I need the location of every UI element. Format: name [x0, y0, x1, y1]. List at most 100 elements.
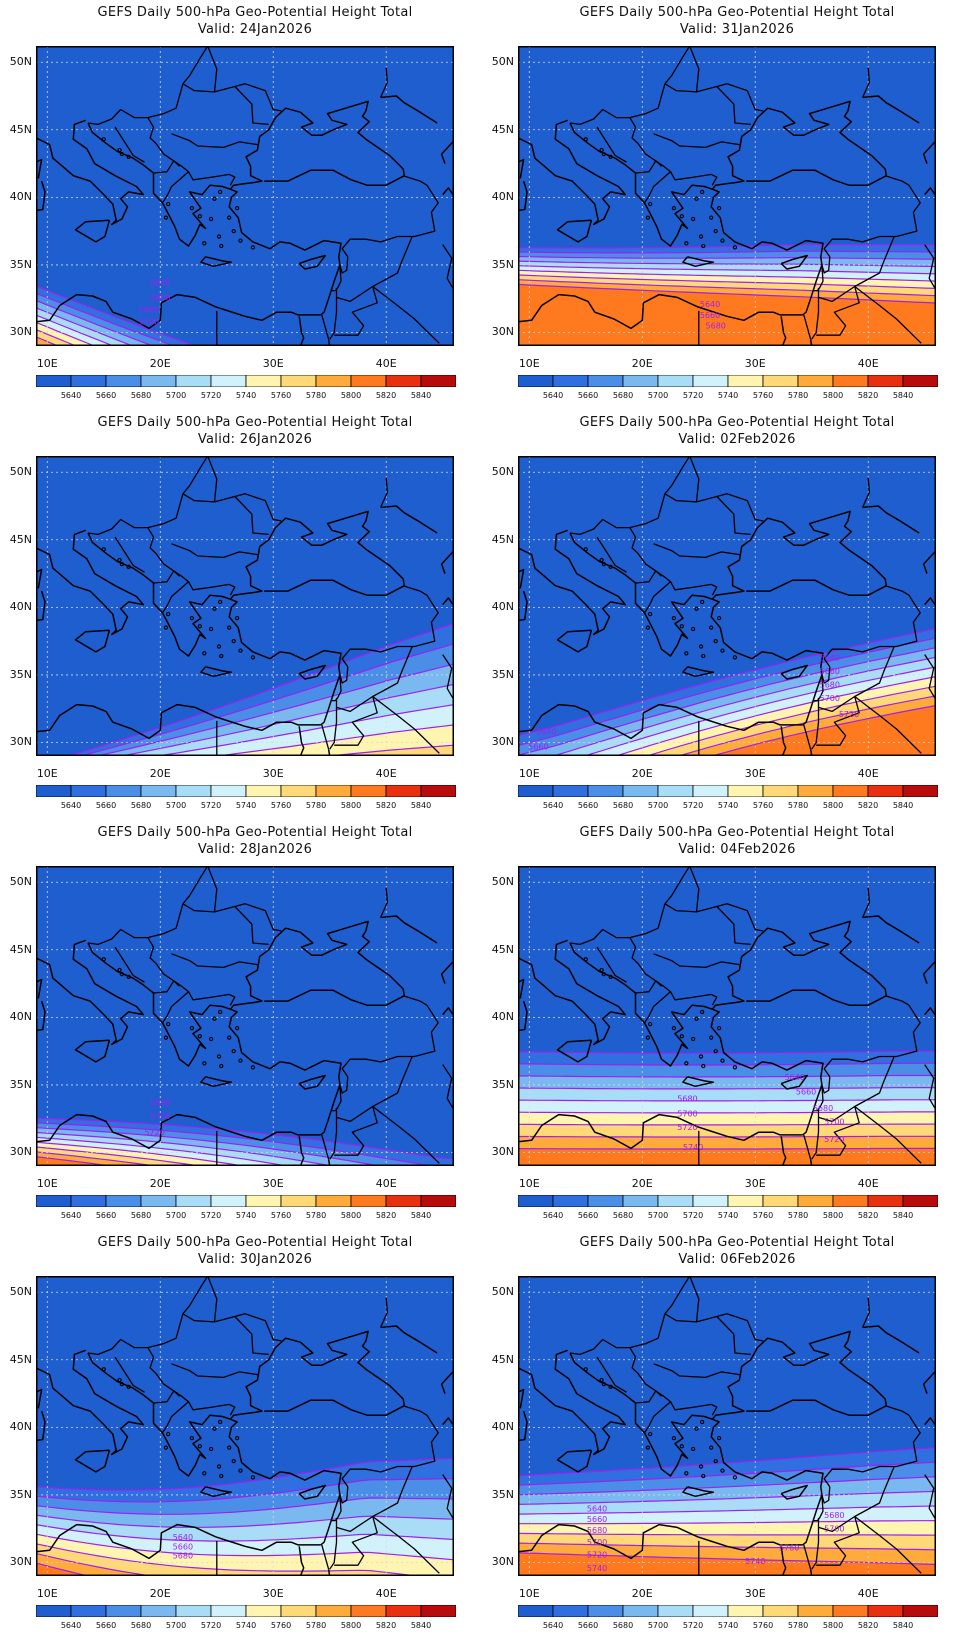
country-border — [818, 285, 856, 303]
colorbar-swatch — [762, 375, 799, 387]
colorbar-label: 5800 — [822, 801, 844, 810]
country-border — [336, 1105, 374, 1123]
height-band — [518, 1148, 936, 1166]
lon-tick-label: 40E — [857, 1177, 879, 1190]
island — [699, 599, 705, 605]
lat-tick-label: 50N — [491, 465, 514, 479]
colorbar-swatch — [587, 785, 624, 797]
coastline — [36, 293, 321, 330]
colorbar-swatch — [245, 785, 282, 797]
country-border — [924, 1064, 936, 1112]
island — [645, 1445, 651, 1450]
colorbar-swatch — [622, 785, 659, 797]
island — [217, 599, 223, 605]
coastline — [780, 664, 808, 680]
colorbar-swatch — [280, 375, 317, 387]
country-border — [87, 518, 190, 614]
colorbar-swatch — [692, 785, 729, 797]
island — [163, 625, 169, 630]
coastline — [442, 597, 454, 607]
country-border — [207, 456, 218, 502]
contour-label: 5720 — [677, 1123, 697, 1132]
height-map: 5640 5660 5680 5680 5700 5700 5720 5720 5740 — [518, 866, 936, 1166]
colorbar-label: 5740 — [235, 391, 257, 400]
lat-tick-label: 30N — [491, 735, 514, 749]
country-border — [924, 244, 936, 292]
island — [219, 243, 224, 249]
coastline — [36, 568, 43, 589]
contour-line — [36, 1141, 247, 1166]
colorbar-swatch — [245, 375, 282, 387]
map-panel: GEFS Daily 500-hPa Geo-Potential Height … — [0, 1230, 482, 1640]
country-border — [629, 83, 666, 119]
contour-line — [118, 683, 454, 756]
contour-line — [518, 283, 936, 304]
coastline — [36, 590, 46, 622]
island — [216, 234, 222, 239]
colorbar-label: 5800 — [340, 1621, 362, 1630]
country-border — [816, 1106, 860, 1156]
country-border — [803, 314, 812, 340]
colorbar-swatch — [727, 375, 764, 387]
island — [219, 653, 224, 659]
colorbar — [518, 1605, 938, 1617]
island — [197, 624, 202, 629]
coastline — [922, 549, 936, 574]
colorbar-label: 5780 — [787, 1621, 809, 1630]
height-band — [518, 284, 936, 346]
island — [732, 655, 738, 660]
colorbar-swatch — [280, 1195, 317, 1207]
island — [166, 1431, 171, 1437]
island — [208, 626, 214, 632]
lon-tick-label: 40E — [857, 767, 879, 780]
country-border — [114, 126, 145, 163]
country-border — [629, 493, 666, 529]
contour-line — [94, 663, 454, 756]
coastline — [710, 1008, 824, 1136]
country-border — [596, 946, 627, 983]
coastline — [556, 629, 593, 653]
map-frame — [518, 46, 936, 346]
island — [163, 1445, 169, 1450]
coastline — [298, 1484, 326, 1500]
island — [212, 606, 217, 611]
contour-label: 5720 — [144, 1128, 164, 1137]
country-border — [234, 83, 282, 112]
lat-tick-label: 40N — [491, 600, 514, 614]
lat-tick-label: 45N — [491, 942, 514, 956]
contour-label: 5640 — [587, 1504, 607, 1513]
country-border — [629, 1313, 666, 1349]
coastline — [780, 254, 808, 270]
lat-tick-label: 35N — [491, 667, 514, 681]
country-border — [372, 1105, 440, 1164]
country-border — [689, 1276, 700, 1322]
colorbar-label: 5660 — [95, 1621, 117, 1630]
island — [608, 154, 613, 159]
contour-label: 5640 — [150, 278, 170, 287]
island — [227, 1035, 232, 1040]
country-border — [653, 543, 740, 559]
colorbar-label: 5800 — [822, 1621, 844, 1630]
island — [713, 1048, 718, 1054]
island — [599, 147, 604, 153]
island — [197, 1034, 202, 1039]
country-border — [816, 696, 860, 746]
island — [694, 606, 699, 611]
island — [202, 1061, 207, 1066]
coastline — [298, 1546, 305, 1576]
country-border — [818, 1105, 856, 1123]
lon-tick-label: 20E — [631, 357, 653, 370]
coastline — [922, 139, 936, 164]
colorbar-swatch — [315, 1195, 352, 1207]
panel-title: GEFS Daily 500-hPa Geo-Potential Height … — [97, 1235, 413, 1250]
colorbar-label: 5640 — [60, 1621, 82, 1630]
contour-line — [518, 1505, 936, 1515]
map-frame — [518, 1276, 936, 1576]
contour-line — [518, 1490, 936, 1505]
island — [219, 1063, 224, 1069]
island — [679, 1444, 684, 1449]
island — [163, 215, 169, 220]
panel-title: GEFS Daily 500-hPa Geo-Potential Height … — [97, 5, 413, 20]
country-border — [569, 928, 672, 1024]
coastline — [924, 1007, 936, 1017]
